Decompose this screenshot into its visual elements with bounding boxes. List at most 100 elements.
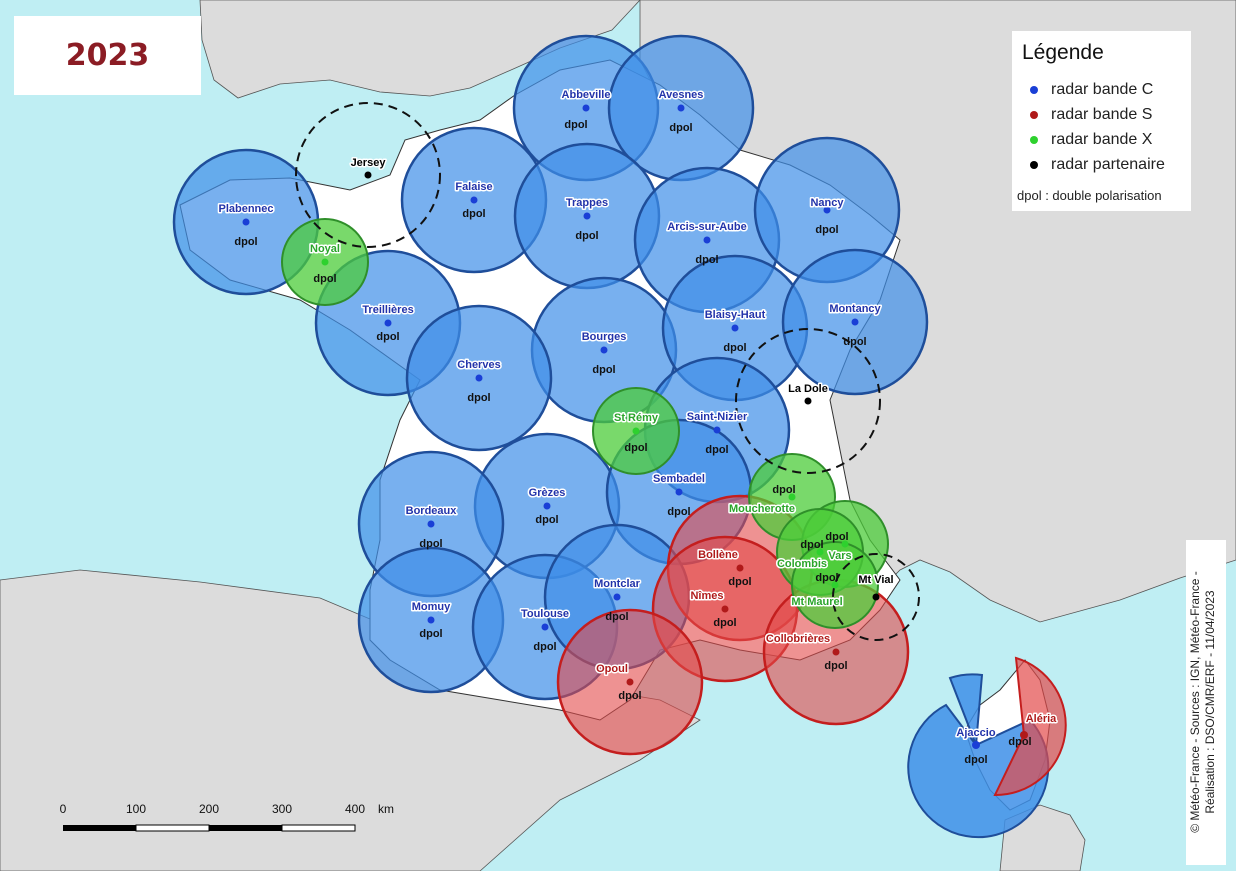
radar-dot-arcis-sur-aube: [703, 236, 711, 244]
dpol-label-nancy: dpol: [815, 224, 838, 236]
radar-label-abbeville: Abbeville: [562, 89, 611, 101]
radar-label-treillieres: Treillières: [362, 304, 413, 316]
scale-tick-300: 300: [272, 802, 292, 816]
dpol-label-ajaccio: dpol: [964, 754, 987, 766]
radar-label-jersey: Jersey: [351, 157, 387, 169]
radar-dot-grezes: [543, 502, 551, 510]
dpol-label-noyal: dpol: [313, 273, 336, 285]
legend-item-partner: radar partenaire: [1030, 156, 1165, 174]
label-layer: Abbeville dpol Avesnes dpol Plabennec dpol Fal…: [217, 88, 1059, 767]
radar-coverage-la-dole: [735, 328, 881, 474]
dpol-label-nimes: dpol: [713, 617, 736, 629]
black-dot-icon: [1030, 161, 1038, 169]
radar-label-colombis: Colombis: [777, 558, 827, 570]
dpol-label-trappes: dpol: [575, 230, 598, 242]
radar-label-opoul: Opoul: [596, 663, 628, 675]
radar-dot-avesnes: [677, 104, 685, 112]
radar-label-nancy: Nancy: [810, 197, 844, 209]
radar-label-blaisy-haut: Blaisy-Haut: [705, 309, 766, 321]
radar-label-montclar: Montclar: [594, 578, 641, 590]
radar-dot-bollene: [736, 564, 744, 572]
radar-dot-la-dole: [804, 397, 812, 405]
radar-label-avesnes: Avesnes: [659, 89, 704, 101]
dpol-label-treillieres: dpol: [376, 331, 399, 343]
scale-tick-0: 0: [60, 802, 67, 816]
scale-tick-400: 400: [345, 802, 365, 816]
dpol-label-sembadel: dpol: [667, 506, 690, 518]
dpol-label-moucherotte: dpol: [772, 484, 795, 496]
radar-dot-sembadel: [675, 488, 683, 496]
radar-label-ajaccio: Ajaccio: [956, 727, 995, 739]
dpol-label-avesnes: dpol: [669, 122, 692, 134]
radar-dot-blaisy-haut: [731, 324, 739, 332]
radar-dot-jersey: [364, 171, 372, 179]
radar-coverage-aleria: [993, 656, 1067, 797]
radar-label-saint-nizier: Saint-Nizier: [687, 411, 748, 423]
dpol-label-opoul: dpol: [618, 690, 641, 702]
radar-dot-cherves: [475, 374, 483, 382]
year-box: 2023: [14, 16, 201, 95]
radar-label-falaise: Falaise: [455, 181, 492, 193]
radar-dot-moucherotte: [788, 493, 796, 501]
dpol-label-cherves: dpol: [467, 392, 490, 404]
legend-label: radar bande C: [1051, 81, 1154, 98]
legend-item-band-x: radar bande X: [1030, 131, 1152, 149]
dpol-label-plabennec: dpol: [234, 236, 257, 248]
scale-bar: 0 100 200 300 400 km: [60, 802, 394, 832]
radar-dot-noyal: [321, 258, 329, 266]
radar-dot-abbeville: [582, 104, 590, 112]
legend-item-band-c: radar bande C: [1030, 81, 1153, 99]
radar-dot-montancy: [851, 318, 859, 326]
dpol-label-montclar: dpol: [605, 611, 628, 623]
dpol-label-vars: dpol: [825, 531, 848, 543]
legend: Légende radar bande C radar bande S rada…: [1012, 31, 1191, 211]
scale-unit: km: [378, 802, 394, 816]
coverage-aleria-sector: [993, 656, 1067, 797]
radar-label-mt-maurel: Mt Maurel: [791, 596, 842, 608]
radar-dot-saint-nizier: [713, 426, 721, 434]
credit-line-2: Réalisation : DSO/CMR/ERF - 11/04/2023: [1203, 590, 1217, 814]
scale-tick-200: 200: [199, 802, 219, 816]
radar-dot-mt-maurel: [831, 581, 839, 589]
radar-coverage-jersey: [295, 102, 441, 248]
radar-label-nimes: Nîmes: [690, 590, 723, 602]
dpol-label-bourges: dpol: [592, 364, 615, 376]
radar-label-toulouse: Toulouse: [521, 608, 569, 620]
green-dot-icon: [1030, 136, 1038, 144]
radar-label-bollene: Bollène: [698, 549, 738, 561]
radar-dot-opoul: [626, 678, 634, 686]
radar-dot-nimes: [721, 605, 729, 613]
radar-dot-st-remy: [632, 427, 640, 435]
radar-dot-mt-vial: [872, 593, 880, 601]
radar-dot-toulouse: [541, 623, 549, 631]
dpol-label-arcis-sur-aube: dpol: [695, 254, 718, 266]
radar-label-bordeaux: Bordeaux: [406, 505, 458, 517]
dpol-label-toulouse: dpol: [533, 641, 556, 653]
legend-label: radar partenaire: [1051, 156, 1165, 173]
dpol-label-st-remy: dpol: [624, 442, 647, 454]
legend-item-band-s: radar bande S: [1030, 106, 1152, 124]
red-dot-icon: [1030, 111, 1038, 119]
radar-label-cherves: Cherves: [457, 359, 500, 371]
dpol-label-abbeville: dpol: [564, 119, 587, 131]
year-label: 2023: [65, 38, 150, 73]
radar-label-bourges: Bourges: [582, 331, 627, 343]
dpol-label-falaise: dpol: [462, 208, 485, 220]
dpol-label-bollene: dpol: [728, 576, 751, 588]
radar-label-arcis-sur-aube: Arcis-sur-Aube: [667, 221, 746, 233]
credit-box: [1186, 540, 1226, 865]
radar-dot-collobrieres: [832, 648, 840, 656]
radar-label-plabennec: Plabennec: [218, 203, 273, 215]
dpol-label-aleria: dpol: [1008, 736, 1031, 748]
legend-note: dpol : double polarisation: [1017, 188, 1162, 203]
england-land: [199, 0, 641, 99]
radar-label-grezes: Grèzes: [529, 487, 566, 499]
coverage-ajaccio-wedge: [948, 673, 984, 746]
radar-label-moucherotte: Moucherotte: [729, 503, 795, 515]
radar-dot-bourges: [600, 346, 608, 354]
radar-dot-vars: [841, 540, 849, 548]
radar-dot-ajaccio: [972, 741, 980, 749]
radar-label-sembadel: Sembadel: [653, 473, 705, 485]
dpol-label-colombis: dpol: [800, 539, 823, 551]
